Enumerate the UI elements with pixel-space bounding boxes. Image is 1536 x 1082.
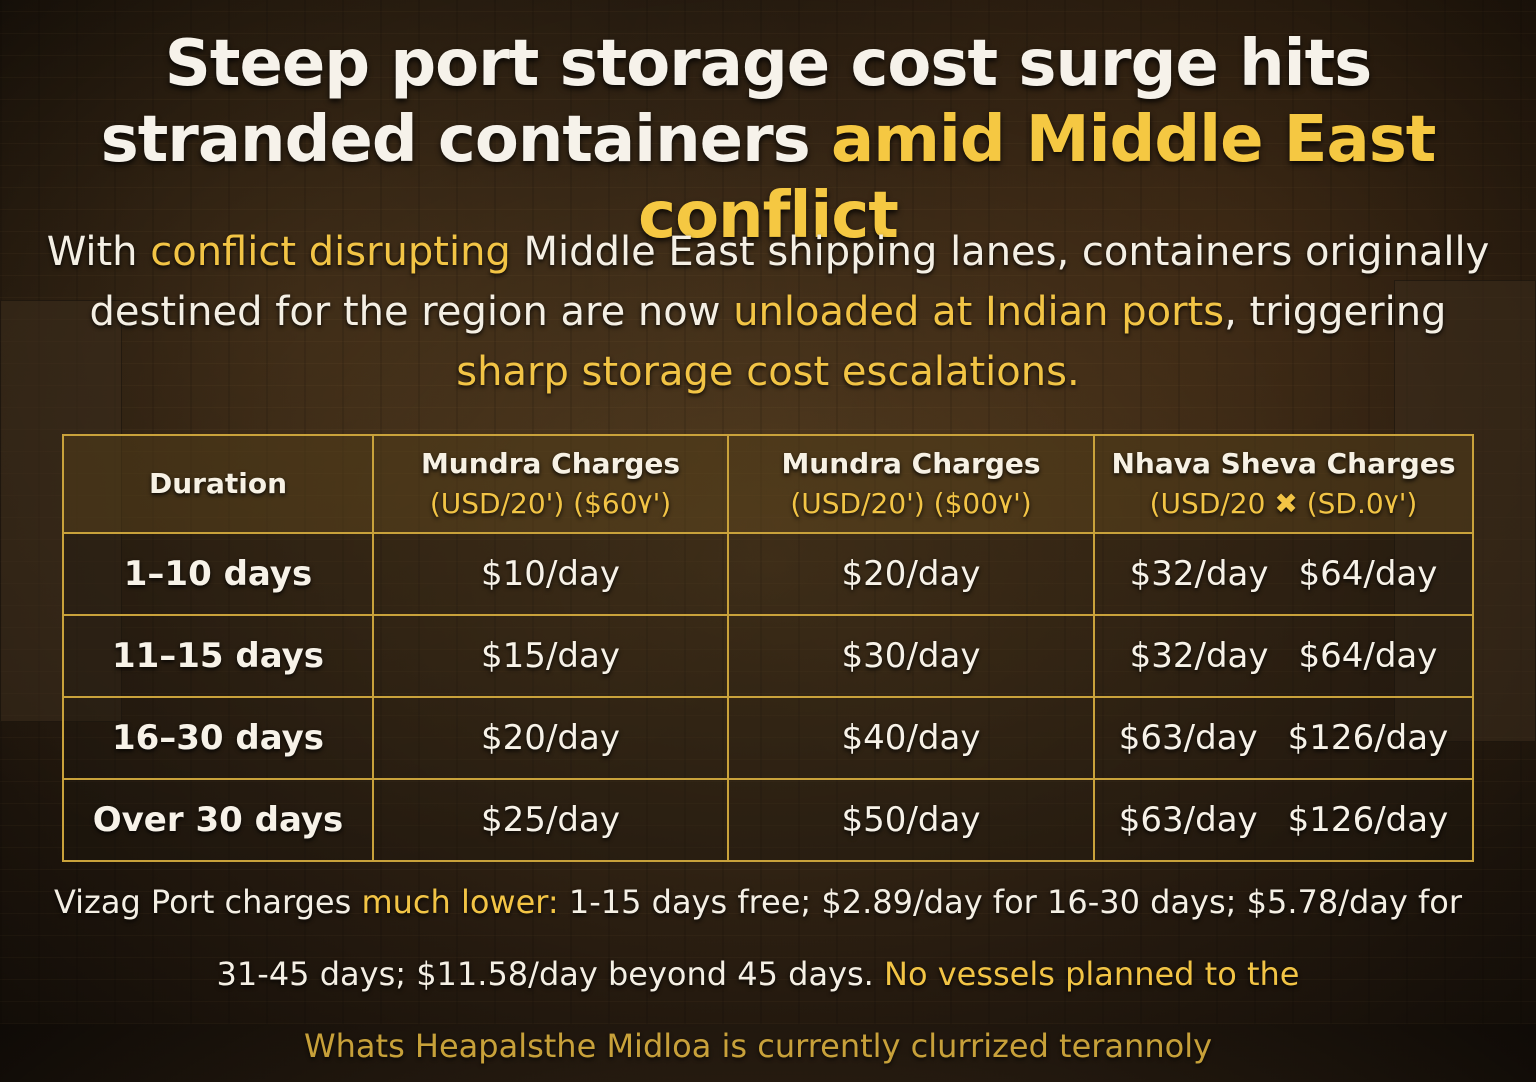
cell-nhava-sheva: $63/day $126/day [1093,778,1474,862]
cell-mundra-2: $20/day [727,532,1095,616]
footer-note: Vizag Port charges much lower: 1-15 days… [30,866,1486,1082]
footer-text-2: 1-15 days free; $2.89/day for 16-30 days… [216,883,1463,993]
footer-highlight-1: much lower: [361,883,559,921]
cell-mundra-2: $50/day [727,778,1095,862]
cell-mundra-1: $15/day [372,614,729,698]
cell-mundra-2: $30/day [727,614,1095,698]
cell-nhava-sheva: $32/day $64/day [1093,532,1474,616]
intro-text-3: , triggering [1224,289,1447,335]
cell-nhava-sheva: $63/day $126/day [1093,696,1474,780]
cell-mundra-2: $40/day [727,696,1095,780]
intro-text-2: Middle East shipping lanes, containers o… [89,229,1490,335]
intro-highlight-1: conflict disrupting [150,229,511,275]
table-row: Over 30 days $25/day $50/day $63/day $126… [62,778,1474,862]
header-mundra-2: Mundra Charges (USD/20') ($00٧') [727,434,1095,534]
header-duration: Duration [62,434,374,534]
headline-line-2: stranded containers [100,103,811,177]
intro-highlight-2: unloaded at Indian ports [733,289,1225,335]
footer-highlight-2: No vessels planned to the [884,955,1300,993]
cell-duration: Over 30 days [62,778,374,862]
intro-text-1: With [46,229,138,275]
table-header-row: Duration Mundra Charges (USD/20') ($60٧')… [62,434,1474,534]
cell-mundra-1: $20/day [372,696,729,780]
footer-text-1: Vizag Port charges [53,883,352,921]
table-row: 1–10 days $10/day $20/day $32/day $64/day [62,532,1474,616]
headline-line-1: Steep port storage cost surge hits [164,27,1372,101]
storage-charges-table: Duration Mundra Charges (USD/20') ($60٧')… [62,434,1474,862]
cell-duration: 11–15 days [62,614,374,698]
header-mundra-1: Mundra Charges (USD/20') ($60٧') [372,434,729,534]
headline-accent: amid Middle East conflict [638,103,1436,253]
cell-nhava-sheva: $32/day $64/day [1093,614,1474,698]
cell-mundra-1: $25/day [372,778,729,862]
intro-highlight-3: sharp storage cost escalations. [456,349,1080,395]
headline: Steep port storage cost surge hits stran… [0,26,1536,254]
table-row: 16–30 days $20/day $40/day $63/day $126/d… [62,696,1474,780]
intro-paragraph: With conflict disrupting Middle East shi… [40,222,1496,402]
cell-duration: 1–10 days [62,532,374,616]
header-nhava-sheva: Nhava Sheva Charges (USD/20 ✖ (SD.0٧') [1093,434,1474,534]
cell-mundra-1: $10/day [372,532,729,616]
table-row: 11–15 days $15/day $30/day $32/day $64/da… [62,614,1474,698]
cell-duration: 16–30 days [62,696,374,780]
footer-highlight-3: Whats Heapalsthe Midloa is currently clu… [303,1027,1213,1065]
